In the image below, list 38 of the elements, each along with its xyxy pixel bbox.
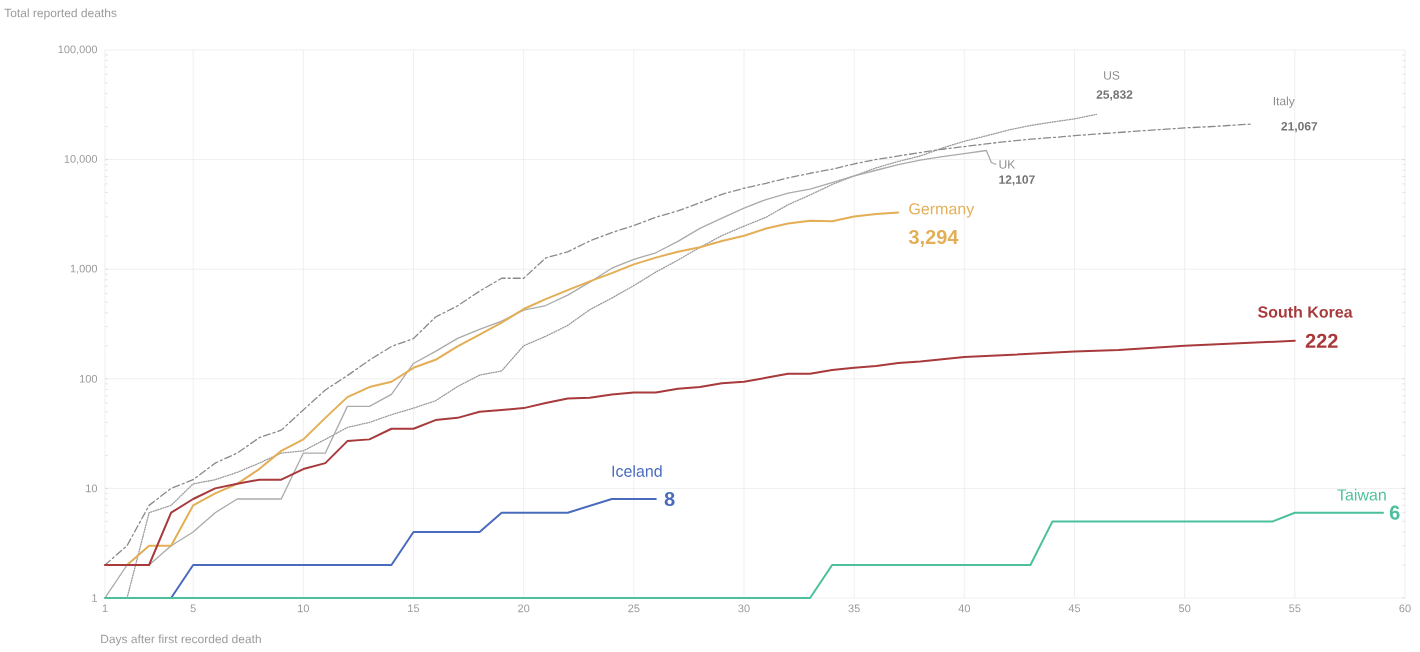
annotation: 6 — [1389, 505, 1400, 520]
annotation: 222 — [1305, 333, 1338, 348]
y-tick-label: 10 — [86, 484, 98, 493]
text: Italy — [1273, 96, 1295, 108]
x-tick-label: 25 — [628, 604, 640, 613]
annotation: 8 — [664, 491, 675, 507]
y-tick-label: 1,000 — [70, 264, 98, 274]
series-label: Taiwan — [1337, 488, 1386, 501]
x-tick-label: 40 — [958, 604, 971, 613]
annotation: 25,832 — [1096, 90, 1133, 101]
line-series — [170, 498, 657, 599]
y-tick-label: 10,000 — [64, 155, 98, 165]
x-axis-title: Days after first recorded death — [101, 634, 261, 646]
x-tick-label: 35 — [848, 604, 860, 613]
y-tick-label: 100 — [79, 374, 98, 383]
x-tick-label: 15 — [408, 604, 420, 613]
series-label: South Korea — [1257, 305, 1353, 318]
text: US — [1104, 71, 1120, 80]
series-label: Germany — [909, 203, 975, 218]
y-tick-label: 100,000 — [58, 45, 98, 55]
x-tick-label: 60 — [1399, 604, 1411, 613]
x-tick-label: 30 — [738, 604, 750, 613]
x-tick-label: 1 — [102, 604, 108, 613]
x-tick-label: 5 — [190, 604, 196, 613]
annotation: 21,067 — [1281, 122, 1318, 133]
line-series — [104, 511, 1384, 599]
y-axis-title: Total reported deaths — [4, 8, 117, 20]
annotation: 12,107 — [999, 175, 1035, 186]
legend-label: UK — [999, 160, 1016, 169]
x-tick-label: 50 — [1178, 604, 1191, 613]
annotation: 3,294 — [908, 229, 959, 247]
x-tick-label: 20 — [518, 604, 530, 613]
y-tick-label: 1 — [92, 594, 97, 602]
x-tick-label: 45 — [1068, 604, 1081, 613]
series-label: Iceland — [612, 465, 662, 477]
line-series — [126, 113, 1098, 599]
x-tick-label: 10 — [298, 604, 309, 613]
x-tick-label: 55 — [1289, 604, 1301, 613]
